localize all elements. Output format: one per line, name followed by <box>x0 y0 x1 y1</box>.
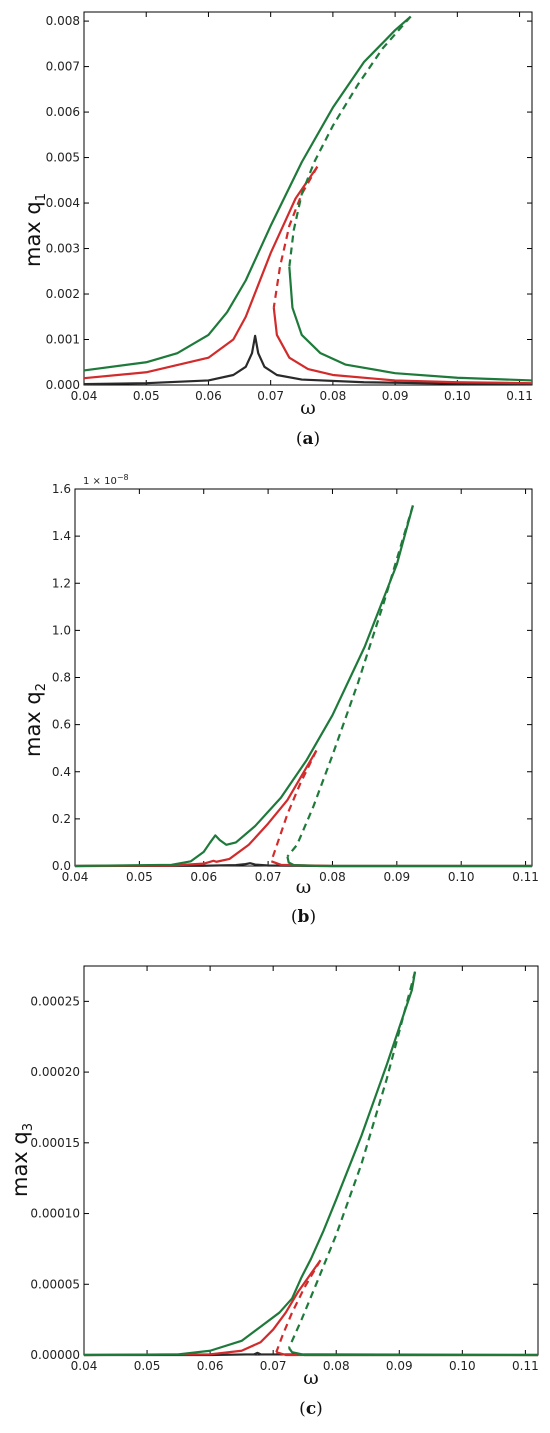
panel-b-ytick-label: 0.0 <box>52 859 71 873</box>
panel-a-xtick-label: 0.06 <box>195 389 222 403</box>
panel-a-ylabel: max q1 <box>21 193 49 267</box>
panel-b-series-4-solid <box>74 505 414 868</box>
panel-b-ytick-label: 1.2 <box>52 576 71 590</box>
panel-b-marks: 0.04 0.05 0.06 0.07 0.08 0.09 0.10 0.11 0.0 0.2 0.… <box>52 482 539 884</box>
panel-a-xlabel: ω <box>300 397 316 419</box>
panel-a-xtick-label: 0.08 <box>320 389 347 403</box>
panel-b-ytick-label: 0.4 <box>52 765 71 779</box>
panel-b: 0.04 0.05 0.06 0.07 0.08 0.09 0.10 0.11 0.0 0.2 0.… <box>21 473 539 927</box>
panel-c-ylabel: max q3 <box>8 1123 36 1197</box>
panel-c-ylabel-sub: 3 <box>21 1123 36 1131</box>
panel-a: 0.04 0.05 0.06 0.07 0.08 0.09 0.10 0.11 0.000 0.0… <box>21 11 533 449</box>
panel-a-plot-frame <box>83 11 533 386</box>
panel-b-series-6-solid <box>286 856 532 868</box>
panel-c-series-4-solid <box>83 971 417 1357</box>
panel-a-caption-letter: a <box>302 429 313 449</box>
panel-c: 0.04 0.05 0.06 0.07 0.08 0.09 0.10 0.11 0.00000 0… <box>8 965 539 1419</box>
panel-b-xtick-label: 0.05 <box>126 870 153 884</box>
panel-b-offset-base: 1 × 10 <box>83 476 117 487</box>
panel-c-xtick-label: 0.04 <box>71 1359 98 1373</box>
panel-a-series-4-solid <box>83 15 412 372</box>
panel-a-series-0-solid <box>83 334 533 386</box>
panel-b-offset-text: 1 × 10−8 <box>83 473 129 487</box>
panel-b-xtick-label: 0.10 <box>448 870 475 884</box>
panel-c-ytick-label: 0.00020 <box>30 1065 80 1079</box>
panel-a-xtick-label: 0.10 <box>444 389 471 403</box>
panel-c-ytick-label: 0.00000 <box>30 1348 80 1362</box>
panel-b-ylabel-main: max q <box>21 691 45 757</box>
panel-c-ytick-label: 0.00005 <box>30 1277 80 1291</box>
panel-a-series-2-dashed <box>272 166 319 308</box>
panel-c-xtick-label: 0.06 <box>197 1359 224 1373</box>
panel-c-series-6-solid <box>288 1347 538 1357</box>
panel-a-series-6-solid <box>288 266 533 382</box>
panel-c-xtick-label: 0.07 <box>260 1359 287 1373</box>
panel-b-ytick-label: 1.4 <box>52 529 71 543</box>
panel-a-ytick-label: 0.000 <box>46 378 80 392</box>
panel-c-ytick-label: 0.00015 <box>30 1136 80 1150</box>
panel-b-plot-frame <box>74 488 533 867</box>
panel-a-ytick-label: 0.003 <box>46 242 80 256</box>
panel-b-xtick-label: 0.07 <box>255 870 282 884</box>
panel-c-xlabel: ω <box>303 1367 319 1389</box>
panel-b-xtick-label: 0.06 <box>190 870 217 884</box>
panel-a-ylabel-sub: 1 <box>34 193 49 201</box>
panel-c-xtick-label: 0.08 <box>323 1359 350 1373</box>
panel-b-caption: (b) <box>291 907 316 927</box>
panel-a-ytick-label: 0.005 <box>46 151 80 165</box>
panel-b-caption-letter: b <box>298 907 310 927</box>
panel-c-ytick-label: 0.00025 <box>30 994 80 1008</box>
panel-b-series-5-dashed <box>286 505 414 858</box>
panel-b-xtick-label: 0.09 <box>383 870 410 884</box>
panel-b-offset-exp: −8 <box>117 473 129 482</box>
panel-c-ylabel-main: max q <box>8 1131 32 1197</box>
panel-a-ytick-label: 0.002 <box>46 287 80 301</box>
panel-a-xtick-label: 0.09 <box>382 389 409 403</box>
panel-b-xtick-label: 0.04 <box>62 870 89 884</box>
panel-a-ytick-label: 0.001 <box>46 333 80 347</box>
panel-a-xtick-label: 0.04 <box>71 389 98 403</box>
panel-b-series-2-dashed <box>270 750 318 862</box>
panel-a-series-5-dashed <box>288 15 412 267</box>
panel-b-xtick-label: 0.11 <box>512 870 539 884</box>
panel-c-caption: (c) <box>299 1399 323 1419</box>
panel-c-xtick-label: 0.11 <box>512 1359 539 1373</box>
panel-a-ylabel-main: max q <box>21 201 45 267</box>
panel-c-xtick-label: 0.10 <box>449 1359 476 1373</box>
panel-a-marks: 0.04 0.05 0.06 0.07 0.08 0.09 0.10 0.11 0.000 0.0… <box>46 12 533 403</box>
panel-c-xtick-label: 0.09 <box>386 1359 413 1373</box>
panel-a-ytick-label: 0.008 <box>46 14 80 28</box>
panel-a-xtick-label: 0.11 <box>506 389 533 403</box>
panel-a-series-1-solid <box>83 166 319 380</box>
panel-b-ytick-label: 0.2 <box>52 812 71 826</box>
panel-c-ytick-label: 0.00010 <box>30 1207 80 1221</box>
panel-c-series-1-solid <box>83 1259 322 1357</box>
panel-b-xtick-label: 0.08 <box>319 870 346 884</box>
panel-c-series-5-dashed <box>287 971 417 1349</box>
panel-a-caption: (a) <box>296 429 320 449</box>
panel-b-series-1-solid <box>74 749 318 868</box>
panel-c-xtick-label: 0.05 <box>134 1359 161 1373</box>
panel-b-ytick-label: 0.8 <box>52 671 71 685</box>
panel-a-xtick-label: 0.05 <box>133 389 160 403</box>
panel-a-series-3-solid <box>272 307 533 385</box>
panel-a-xtick-label: 0.07 <box>257 389 284 403</box>
panel-b-ytick-label: 1.6 <box>52 482 71 496</box>
panel-b-xlabel: ω <box>296 876 312 898</box>
panel-c-series-2-dashed <box>275 1259 322 1353</box>
panel-b-ylabel-sub: 2 <box>34 683 49 691</box>
panel-a-ytick-label: 0.007 <box>46 60 80 74</box>
panel-a-ytick-label: 0.004 <box>46 196 80 210</box>
panel-b-ytick-label: 1.0 <box>52 623 71 637</box>
panel-a-ytick-label: 0.006 <box>46 105 80 119</box>
panel-c-marks: 0.04 0.05 0.06 0.07 0.08 0.09 0.10 0.11 0.00000 0… <box>30 966 539 1373</box>
panel-b-ytick-label: 0.6 <box>52 718 71 732</box>
panel-b-ylabel: max q2 <box>21 683 49 757</box>
panel-c-caption-letter: c <box>306 1399 316 1419</box>
